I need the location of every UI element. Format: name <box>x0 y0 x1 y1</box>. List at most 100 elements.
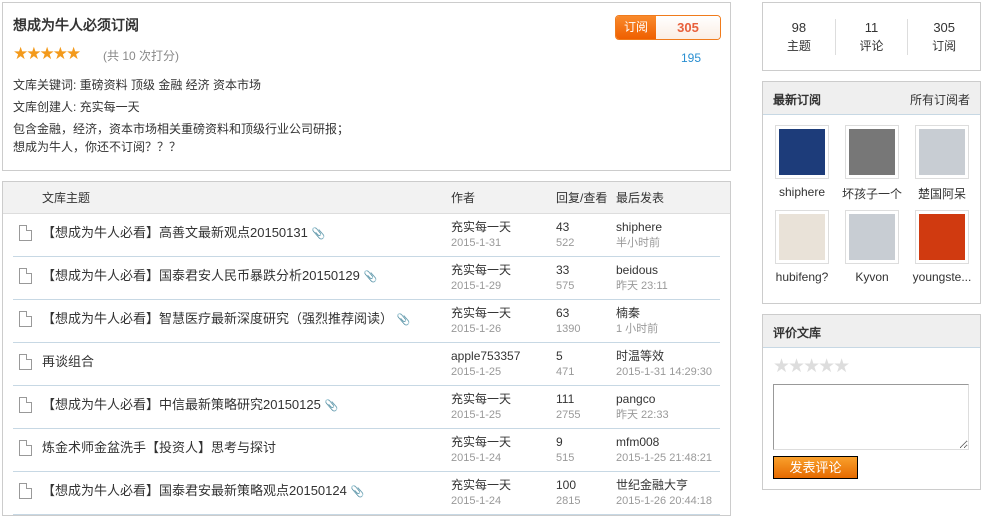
views: 522 <box>556 237 575 249</box>
table-row: 再谈组合 apple753357 2015-1-25 5 471 时温等效 2015-… <box>13 343 720 386</box>
post-date: 2015-1-24 <box>451 495 502 507</box>
subscriber[interactable]: youngste... <box>907 210 977 284</box>
stat-comments[interactable]: 11 评论 <box>834 18 908 55</box>
topic-title[interactable]: 【想成为牛人必看】智慧医疗最新深度研究（强烈推荐阅读） 📎 <box>42 311 411 326</box>
author[interactable]: 充实每一天 <box>451 220 512 234</box>
last-user[interactable]: beidous <box>616 263 659 277</box>
table-row: 炼金术师金盆洗手【投资人】思考与探讨 充实每一天 2015-1-24 9 515 m… <box>13 429 720 472</box>
subscriber[interactable]: Kyvon <box>837 210 907 284</box>
avatar[interactable] <box>775 125 829 179</box>
attachment-icon: 📎 <box>350 486 365 498</box>
subscriber-name[interactable]: Kyvon <box>855 270 889 284</box>
author[interactable]: 充实每一天 <box>451 478 512 492</box>
avatar[interactable] <box>915 125 969 179</box>
subscriber-name[interactable]: 坏孩子一个 <box>841 187 902 201</box>
replies: 63 <box>556 306 570 320</box>
subscribe-label: 订阅 <box>616 16 656 39</box>
subscriber-name[interactable]: hubifeng? <box>775 270 829 284</box>
author[interactable]: 充实每一天 <box>451 263 512 277</box>
views: 2755 <box>556 409 581 421</box>
avatar[interactable] <box>845 125 899 179</box>
subscriber[interactable]: hubifeng? <box>767 210 837 284</box>
rating-input-stars-icon[interactable]: ★★★★★ <box>773 356 850 377</box>
rate-library-panel: 评价文库 ★★★★★ 发表评论 <box>762 314 981 490</box>
post-date: 2015-1-25 <box>451 366 502 378</box>
subscriber[interactable]: 楚国阿呆 <box>907 125 977 202</box>
stat-subscriptions[interactable]: 305 订阅 <box>907 18 980 55</box>
subscribe-count: 305 <box>656 16 720 39</box>
avatar[interactable] <box>845 210 899 264</box>
author[interactable]: 充实每一天 <box>451 392 512 406</box>
last-time: 昨天 22:33 <box>616 409 669 421</box>
last-user[interactable]: pangco <box>616 392 656 406</box>
replies: 5 <box>556 349 563 363</box>
description-line-2: 想成为牛人，你还不订阅？？？ <box>13 140 182 154</box>
table-header: 文库主题 作者 回复/查看 最后发表 <box>3 182 730 214</box>
sub-number[interactable]: 195 <box>681 51 702 65</box>
header-stats: 回复/查看 <box>556 191 608 205</box>
topic-list: 文库主题 作者 回复/查看 最后发表 【想成为牛人必看】高善文最新观点20150… <box>2 181 731 516</box>
stat-topics[interactable]: 98 主题 <box>786 19 811 53</box>
topic-title[interactable]: 【想成为牛人必看】国泰君安最新策略观点20150124 📎 <box>42 483 365 498</box>
views: 575 <box>556 280 575 292</box>
keywords: 文库关键词: 重磅资料 顶级 金融 经济 资本市场 <box>13 78 262 92</box>
last-user[interactable]: 时温等效 <box>616 349 665 363</box>
avatar[interactable] <box>915 210 969 264</box>
last-time: 2015-1-31 14:29:30 <box>616 366 713 378</box>
post-comment-button[interactable]: 发表评论 <box>773 456 858 479</box>
comment-textarea[interactable] <box>773 384 969 450</box>
last-time: 2015-1-25 21:48:21 <box>616 452 713 464</box>
panel-title: 评价文库 <box>773 326 822 340</box>
rating-count: (共 10 次打分) <box>103 49 180 63</box>
post-date: 2015-1-26 <box>451 323 502 335</box>
table-row: 【想成为牛人必看】中信最新策略研究20150125 📎 充实每一天 2015-1-… <box>13 386 720 429</box>
topic-title[interactable]: 炼金术师金盆洗手【投资人】思考与探讨 <box>42 440 277 455</box>
replies: 43 <box>556 220 570 234</box>
replies: 111 <box>556 392 575 406</box>
subscriber-name[interactable]: youngste... <box>912 270 972 284</box>
rating-stars-icon: ★★★★★ <box>13 44 81 63</box>
last-user[interactable]: 楠秦 <box>616 306 641 320</box>
table-row: 【想成为牛人必看】智慧医疗最新深度研究（强烈推荐阅读） 📎 充实每一天 2015-… <box>13 300 720 343</box>
avatar[interactable] <box>775 210 829 264</box>
topic-title[interactable]: 再谈组合 <box>42 354 95 369</box>
views: 1390 <box>556 323 581 335</box>
subscriber-name[interactable]: 楚国阿呆 <box>917 187 966 201</box>
subscriber[interactable]: 坏孩子一个 <box>837 125 907 202</box>
document-icon <box>19 268 32 284</box>
document-icon <box>19 397 32 413</box>
attachment-icon: 📎 <box>396 314 411 326</box>
topic-title[interactable]: 【想成为牛人必看】高善文最新观点20150131 📎 <box>42 225 326 240</box>
document-icon <box>19 440 32 456</box>
topic-title[interactable]: 【想成为牛人必看】中信最新策略研究20150125 📎 <box>42 397 339 412</box>
views: 515 <box>556 452 575 464</box>
replies: 100 <box>556 478 577 492</box>
last-user[interactable]: shiphere <box>616 220 663 234</box>
header-last: 最后发表 <box>616 191 665 205</box>
subscribe-button[interactable]: 订阅 305 <box>615 15 721 40</box>
header-topic: 文库主题 <box>42 191 91 205</box>
table-row: 【想成为牛人必看】国泰君安人民币暴跌分析20150129 📎 充实每一天 2015… <box>13 257 720 300</box>
post-date: 2015-1-31 <box>451 237 502 249</box>
author[interactable]: apple753357 <box>451 349 521 363</box>
post-date: 2015-1-29 <box>451 280 502 292</box>
stats-panel: 98 主题 11 评论 305 订阅 <box>762 2 981 71</box>
table-row: 【想成为牛人必看】高善文最新观点20150131 📎 充实每一天 2015-1-3… <box>13 214 720 257</box>
author[interactable]: 充实每一天 <box>451 306 512 320</box>
last-time: 1 小时前 <box>616 323 659 335</box>
replies: 33 <box>556 263 570 277</box>
all-subscribers-link[interactable]: 所有订阅者 <box>909 93 970 107</box>
document-icon <box>19 225 32 241</box>
author[interactable]: 充实每一天 <box>451 435 512 449</box>
document-icon <box>19 354 32 370</box>
last-user[interactable]: mfm008 <box>616 435 660 449</box>
latest-subscribers-panel: 最新订阅 所有订阅者 shiphere 坏孩子一个 楚国阿呆 hubifeng? Kyvo… <box>762 81 981 304</box>
subscriber[interactable]: shiphere <box>767 125 837 202</box>
attachment-icon: 📎 <box>363 271 378 283</box>
header-author: 作者 <box>451 191 476 205</box>
panel-title: 最新订阅 <box>773 93 822 107</box>
topic-title[interactable]: 【想成为牛人必看】国泰君安人民币暴跌分析20150129 📎 <box>42 268 378 283</box>
creator: 文库创建人: 充实每一天 <box>13 100 140 114</box>
subscriber-name[interactable]: shiphere <box>778 185 826 199</box>
last-user[interactable]: 世纪金融大亨 <box>616 478 689 492</box>
